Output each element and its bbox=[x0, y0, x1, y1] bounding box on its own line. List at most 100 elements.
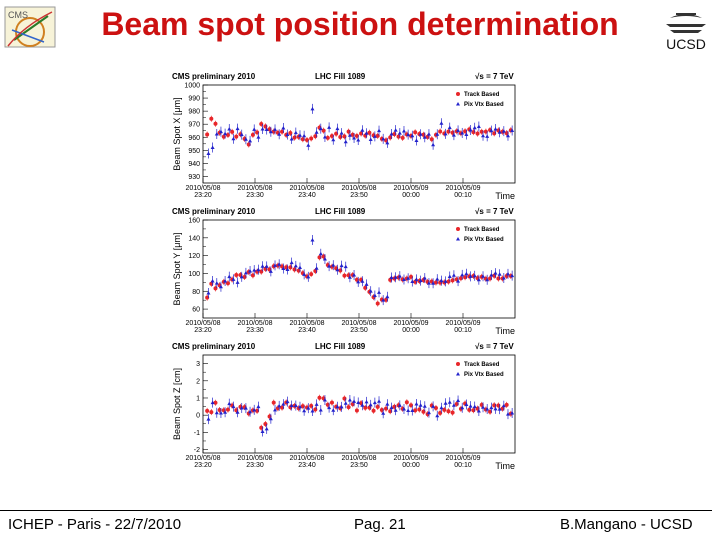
chart-header-experiment: CMS preliminary 2010 bbox=[172, 342, 256, 351]
data-point-pixvtx bbox=[381, 136, 386, 141]
data-point-pixvtx bbox=[397, 131, 402, 135]
x-axis-label: Time bbox=[495, 191, 515, 201]
chart-header-energy: √s = 7 TeV bbox=[475, 72, 514, 81]
data-point-pixvtx bbox=[260, 127, 265, 131]
data-point-pixvtx bbox=[260, 429, 265, 434]
data-point-pixvtx bbox=[277, 403, 282, 408]
x-tick-date: 2010/05/08 bbox=[341, 185, 376, 192]
x-tick-time: 23:40 bbox=[298, 192, 316, 199]
legend-marker-track bbox=[456, 362, 460, 366]
y-tick-label: 120 bbox=[188, 253, 200, 260]
data-point-pixvtx bbox=[397, 403, 402, 407]
data-point-pixvtx bbox=[297, 265, 302, 269]
data-point-pixvtx bbox=[497, 130, 502, 134]
svg-text:UCSD: UCSD bbox=[666, 36, 706, 52]
data-point-pixvtx bbox=[302, 408, 307, 413]
data-point-pixvtx bbox=[393, 408, 398, 412]
data-point-track bbox=[234, 273, 239, 278]
chart-header-fill: LHC Fill 1089 bbox=[315, 207, 366, 216]
data-point-pixvtx bbox=[501, 129, 506, 133]
data-point-pixvtx bbox=[297, 404, 302, 409]
data-point-pixvtx bbox=[431, 404, 436, 408]
data-point-pixvtx bbox=[377, 290, 382, 294]
data-point-pixvtx bbox=[501, 403, 506, 408]
x-tick-date: 2010/05/09 bbox=[393, 185, 428, 192]
data-point-pixvtx bbox=[431, 142, 436, 147]
data-point-pixvtx bbox=[302, 133, 307, 138]
chart-header-energy: √s = 7 TeV bbox=[475, 342, 514, 351]
data-point-pixvtx bbox=[264, 426, 269, 431]
data-point-track bbox=[354, 408, 359, 413]
data-point-pixvtx bbox=[447, 274, 452, 278]
legend-label-track: Track Based bbox=[464, 227, 500, 233]
plot-beam-spot-y: CMS preliminary 2010 LHC Fill 1089 √s = 7 … bbox=[160, 205, 520, 345]
x-tick-date: 2010/05/08 bbox=[289, 320, 324, 327]
data-point-pixvtx bbox=[460, 272, 465, 277]
data-point-pixvtx bbox=[460, 130, 465, 135]
x-tick-time: 00:10 bbox=[454, 462, 472, 469]
data-point-pixvtx bbox=[218, 410, 223, 415]
x-tick-time: 23:40 bbox=[298, 327, 316, 334]
data-point-pixvtx bbox=[489, 128, 494, 133]
data-point-pixvtx bbox=[252, 407, 257, 412]
x-tick-time: 23:50 bbox=[350, 327, 368, 334]
data-point-pixvtx bbox=[456, 398, 461, 403]
data-point-pixvtx bbox=[501, 275, 506, 280]
data-point-pixvtx bbox=[451, 133, 456, 137]
data-point-track bbox=[205, 132, 210, 137]
data-point-pixvtx bbox=[281, 125, 286, 130]
data-point-pixvtx bbox=[410, 408, 415, 413]
x-tick-time: 23:30 bbox=[246, 462, 264, 469]
y-tick-label: 970 bbox=[188, 122, 200, 129]
data-point-pixvtx bbox=[327, 264, 332, 268]
plot-frame bbox=[202, 84, 516, 184]
data-point-pixvtx bbox=[414, 138, 419, 143]
x-tick-time: 00:00 bbox=[402, 192, 420, 199]
y-tick-label: 3 bbox=[196, 361, 200, 368]
data-point-pixvtx bbox=[218, 129, 223, 134]
footer-page-number: Pag. 21 bbox=[354, 516, 406, 533]
data-point-track bbox=[413, 408, 418, 413]
data-point-track bbox=[375, 301, 380, 306]
data-point-pixvtx bbox=[481, 405, 486, 409]
y-tick-label: 80 bbox=[192, 289, 200, 296]
data-point-track bbox=[371, 408, 376, 413]
x-tick-time: 23:30 bbox=[246, 192, 264, 199]
data-point-pixvtx bbox=[493, 406, 498, 411]
data-point-pixvtx bbox=[322, 398, 327, 402]
data-point-pixvtx bbox=[335, 404, 340, 409]
y-tick-label: 980 bbox=[188, 109, 200, 116]
data-point-pixvtx bbox=[439, 121, 444, 125]
plot-beam-spot-z: CMS preliminary 2010 LHC Fill 1089 √s = 7 … bbox=[160, 340, 520, 480]
data-point-pixvtx bbox=[464, 271, 469, 276]
data-point-track bbox=[433, 405, 438, 410]
data-point-pixvtx bbox=[426, 281, 431, 285]
data-point-pixvtx bbox=[322, 257, 327, 261]
x-tick-time: 00:10 bbox=[454, 327, 472, 334]
data-point-pixvtx bbox=[327, 125, 332, 129]
x-tick-time: 23:30 bbox=[246, 327, 264, 334]
data-point-pixvtx bbox=[235, 126, 240, 131]
data-point-pixvtx bbox=[343, 401, 348, 405]
y-axis-label: Beam Spot X [μm] bbox=[172, 97, 182, 170]
data-point-track bbox=[309, 136, 314, 141]
x-tick-time: 00:10 bbox=[454, 192, 472, 199]
data-point-pixvtx bbox=[356, 138, 361, 142]
data-point-pixvtx bbox=[281, 402, 286, 406]
x-tick-date: 2010/05/08 bbox=[185, 320, 220, 327]
data-point-pixvtx bbox=[314, 402, 319, 406]
data-point-pixvtx bbox=[243, 137, 248, 141]
x-tick-date: 2010/05/09 bbox=[445, 320, 480, 327]
data-point-pixvtx bbox=[493, 127, 498, 131]
x-tick-date: 2010/05/08 bbox=[185, 455, 220, 462]
data-point-pixvtx bbox=[360, 279, 365, 283]
legend-marker-pixvtx bbox=[456, 102, 460, 106]
data-point-pixvtx bbox=[451, 273, 456, 277]
y-axis-label: Beam Spot Y [μm] bbox=[172, 233, 182, 306]
data-point-pixvtx bbox=[418, 278, 423, 283]
data-point-track bbox=[225, 407, 230, 412]
data-point-pixvtx bbox=[505, 271, 510, 276]
data-point-pixvtx bbox=[489, 405, 494, 410]
data-point-pixvtx bbox=[218, 284, 223, 289]
data-point-pixvtx bbox=[352, 399, 357, 403]
